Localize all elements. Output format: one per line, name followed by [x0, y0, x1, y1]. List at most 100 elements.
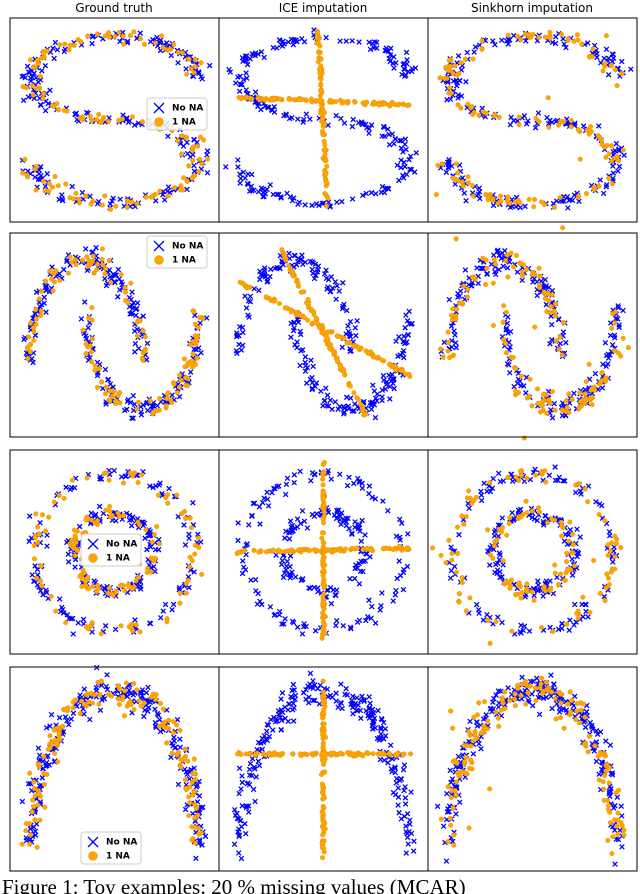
na-point [351, 98, 357, 104]
na-point [596, 777, 602, 783]
na-point [183, 590, 189, 596]
na-point [382, 101, 388, 107]
no-na-point [52, 39, 59, 46]
no-na-point [453, 811, 459, 817]
na-point [564, 621, 570, 627]
no-na-point [314, 266, 321, 273]
no-na-point [408, 68, 415, 75]
na-point [89, 305, 95, 311]
na-point [553, 313, 559, 319]
na-point [518, 373, 524, 379]
no-na-point [359, 485, 366, 491]
na-point [602, 518, 608, 524]
na-point [320, 515, 326, 521]
no-na-point [598, 60, 604, 66]
no-na-point [569, 572, 576, 579]
no-na-point [83, 335, 90, 342]
na-point [337, 363, 343, 369]
no-na-point [344, 307, 350, 314]
na-point [371, 99, 377, 105]
no-na-point [401, 66, 408, 73]
na-point [320, 832, 326, 838]
na-point [542, 34, 548, 40]
na-point [463, 514, 469, 520]
no-na-point [320, 403, 326, 409]
na-point [568, 709, 574, 715]
na-point [607, 548, 613, 554]
na-point [54, 101, 60, 107]
na-point [321, 567, 327, 573]
na-point [559, 352, 565, 358]
no-na-point [282, 491, 289, 498]
no-na-point [37, 164, 44, 170]
no-na-point [270, 727, 276, 733]
na-point [38, 312, 44, 318]
na-point [322, 152, 328, 158]
na-point [288, 309, 294, 315]
no-na-point [518, 382, 524, 389]
no-na-point [543, 301, 550, 308]
no-na-point [300, 119, 306, 125]
na-point [149, 539, 155, 545]
na-point [37, 817, 43, 823]
no-na-point [347, 575, 353, 582]
na-point [345, 750, 351, 756]
na-point [456, 599, 462, 605]
na-point [190, 351, 196, 357]
na-point [192, 840, 198, 846]
no-na-point [242, 175, 248, 181]
no-na-point [155, 546, 162, 553]
na-point [625, 345, 631, 351]
no-na-point [615, 168, 621, 174]
na-point [360, 547, 366, 553]
no-na-point [186, 531, 192, 538]
no-na-point [531, 276, 538, 282]
na-point [124, 204, 130, 210]
no-na-point [599, 385, 606, 391]
na-point [55, 183, 61, 189]
na-point [401, 751, 407, 757]
na-point [103, 507, 109, 513]
no-na-point [334, 283, 340, 289]
na-point [476, 112, 482, 118]
na-point [163, 494, 169, 500]
na-point [551, 308, 557, 314]
no-na-point [551, 400, 558, 407]
no-na-point [403, 312, 409, 318]
na-point [320, 495, 326, 501]
no-na-point [392, 136, 399, 142]
scatter-panel [21, 244, 210, 422]
na-point [71, 42, 77, 48]
na-point [513, 366, 519, 372]
no-na-point [238, 786, 244, 792]
no-na-point [582, 724, 589, 731]
no-na-point [368, 122, 375, 128]
na-point [178, 764, 184, 770]
na-point [301, 289, 307, 295]
na-point [33, 321, 39, 327]
no-na-point [70, 710, 77, 717]
na-point [307, 547, 313, 553]
no-na-point [494, 248, 501, 255]
na-point [318, 88, 324, 94]
no-na-point [89, 629, 95, 635]
na-point [320, 573, 326, 579]
no-na-point [452, 340, 459, 346]
no-na-point [347, 318, 354, 325]
no-na-point [56, 596, 63, 602]
no-na-point [400, 586, 407, 593]
no-na-point [352, 325, 359, 331]
legend-marker [88, 553, 98, 563]
na-point [86, 586, 92, 592]
na-point [435, 162, 441, 168]
na-point [27, 320, 33, 326]
na-point [609, 181, 615, 187]
na-point [86, 262, 92, 268]
no-na-point [222, 164, 229, 170]
no-na-point [294, 116, 301, 122]
na-point [320, 789, 326, 795]
na-point [581, 741, 587, 747]
na-point [390, 546, 396, 552]
no-na-point [457, 799, 463, 805]
na-point [438, 346, 444, 352]
